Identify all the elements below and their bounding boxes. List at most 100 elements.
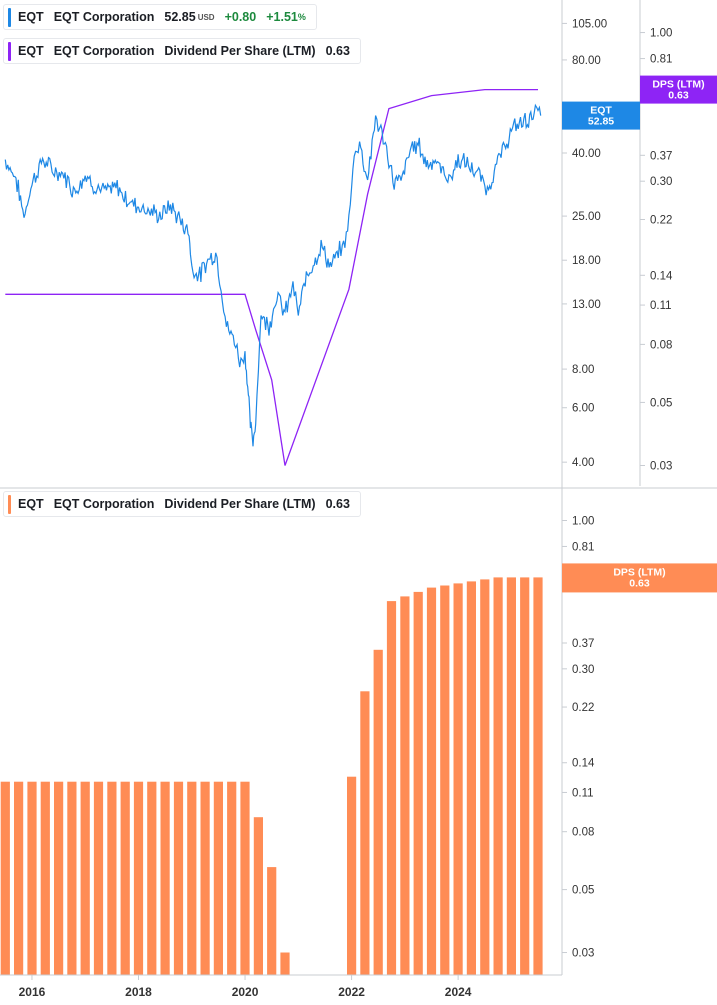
dps-bar (54, 781, 64, 975)
x-axis-label: 2024 (445, 985, 472, 999)
dps-axis-label-top: 0.22 (650, 214, 672, 226)
dps-bar (506, 577, 516, 975)
dps-bar (147, 781, 157, 975)
price-axis-label: 40.00 (572, 148, 601, 160)
legend-price[interactable]: EQT EQT Corporation 52.85 USD +0.80 +1.5… (3, 4, 317, 30)
dps-bar (493, 577, 503, 975)
dps-top-badge-bg (640, 75, 717, 104)
dps-bar (360, 691, 370, 975)
legend-price-value: 52.85 (164, 10, 196, 24)
legend-dps-bottom-ticker: EQT (18, 497, 44, 511)
price-axis-label: 80.00 (572, 55, 601, 67)
dps-axis-label-bottom: 0.05 (572, 885, 594, 897)
price-axis-label: 105.00 (572, 18, 607, 30)
price-line-layer (4, 103, 542, 447)
dps-axis-label-bottom: 0.37 (572, 638, 594, 650)
legend-dps-bottom[interactable]: EQT EQT Corporation Dividend Per Share (… (3, 491, 361, 517)
dps-bar (453, 583, 463, 975)
dps-bar (480, 579, 490, 975)
price-axis-label: 4.00 (572, 457, 594, 469)
legend-price-change-pct: +1.51 (266, 10, 298, 24)
dps-bar (413, 591, 423, 975)
legend-dps-top-metric: Dividend Per Share (LTM) (164, 44, 316, 58)
dps-axis-label-bottom: 1.00 (572, 515, 594, 527)
legend-price-name: EQT Corporation (53, 10, 155, 24)
dps-bottom-series-swatch (8, 494, 11, 514)
legend-dps-top-value: 0.63 (325, 44, 350, 58)
x-axis-label: 2022 (338, 985, 365, 999)
dps-axis-label-bottom: 0.08 (572, 827, 594, 839)
dps-bar (280, 952, 290, 975)
dps-bottom-badge: DPS (LTM)0.63 (562, 563, 717, 593)
dps-bottom-badge-value: 0.63 (629, 577, 650, 589)
legend-dps-top-ticker: EQT (18, 44, 44, 58)
dps-bar (240, 781, 250, 975)
dps-bar (227, 781, 237, 975)
legend-dps-bottom-value: 0.63 (325, 497, 350, 511)
dps-axis-label-top: 0.03 (650, 460, 672, 472)
price-axis-label: 8.00 (572, 364, 594, 376)
dps-top-badge-title: DPS (LTM) (652, 79, 704, 91)
dps-bar (133, 781, 144, 975)
dps-bars-layer (0, 577, 543, 975)
x-axis-label: 2020 (232, 985, 259, 999)
dps-axis-label-top: 0.30 (650, 176, 672, 188)
dps-axis-label-bottom: 0.03 (572, 948, 594, 960)
legend-dps-bottom-name: EQT Corporation (53, 497, 155, 511)
dps-bar (213, 781, 223, 975)
price-badge-value: 52.85 (588, 116, 614, 128)
legend-dps-bottom-metric: Dividend Per Share (LTM) (164, 497, 316, 511)
dps-bar (160, 781, 170, 975)
dps-axis-label-bottom: 0.14 (572, 758, 595, 770)
price-axis-label: 13.00 (572, 299, 601, 311)
dps-axis-label-top: 0.11 (650, 300, 672, 312)
dps-axis-label-bottom: 0.22 (572, 702, 594, 714)
dps-bar (200, 781, 210, 975)
dps-bar (93, 781, 104, 975)
dps-bar (400, 596, 410, 975)
dps-bar (187, 781, 197, 975)
dps-bar (253, 817, 263, 975)
dps-bar (27, 781, 37, 975)
dps-top-series-swatch (8, 41, 11, 61)
dps-top-badge: DPS (LTM)0.63 (640, 75, 717, 104)
dps-bar (120, 781, 130, 975)
dps-axis-label-top: 0.08 (650, 339, 672, 351)
dps-bar (67, 781, 77, 975)
dps-axis-label-top: 0.81 (650, 54, 672, 66)
dps-bar (80, 781, 90, 975)
dps-bar (14, 781, 24, 975)
dps-axis-label-bottom: 0.11 (572, 787, 594, 799)
legend-price-ticker: EQT (18, 10, 44, 24)
dps-line (5, 88, 538, 466)
dps-line-layer (5, 88, 538, 466)
dps-axis-label-top: 0.14 (650, 270, 673, 282)
legend-price-currency: USD (197, 12, 215, 22)
x-axis-label: 2018 (125, 985, 152, 999)
dps-top-badge-value: 0.63 (668, 90, 689, 102)
legend-price-pct-sign: % (297, 12, 306, 22)
price-series-swatch (8, 7, 11, 27)
dps-bar (373, 649, 383, 975)
dps-bar (40, 781, 50, 975)
price-axis-label: 25.00 (572, 211, 601, 223)
dps-bottom-badge-title: DPS (LTM) (613, 566, 665, 578)
dps-bar (533, 577, 543, 975)
price-axis-label: 18.00 (572, 255, 601, 267)
dps-bar (386, 601, 397, 975)
dps-bar (107, 781, 117, 975)
x-axis-label: 2016 (19, 985, 46, 999)
dps-bar (173, 781, 184, 975)
price-line (4, 103, 542, 447)
legend-dps-top[interactable]: EQT EQT Corporation Dividend Per Share (… (3, 38, 361, 64)
dps-bar (426, 587, 437, 975)
legend-dps-top-name: EQT Corporation (53, 44, 155, 58)
dps-bar (0, 781, 10, 975)
legend-price-change: +0.80 (224, 10, 257, 24)
dps-axis-label-top: 0.37 (650, 150, 672, 162)
price-axis-label: 6.00 (572, 403, 594, 415)
dps-axis-label-top: 1.00 (650, 28, 672, 40)
